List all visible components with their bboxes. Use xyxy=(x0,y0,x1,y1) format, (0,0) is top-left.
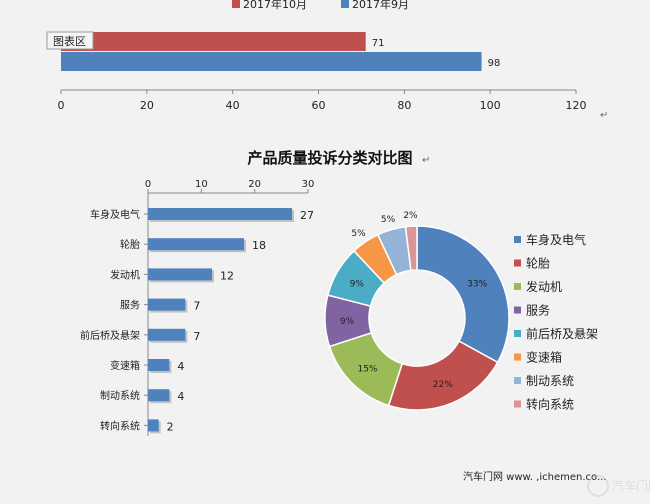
legend-label-6: 制动系统 xyxy=(526,374,574,388)
x-tick-label-0: 0 xyxy=(145,179,151,190)
legend-swatch-2 xyxy=(514,283,521,290)
slice-label-7: 2% xyxy=(403,211,418,221)
legend-swatch-0 xyxy=(514,236,521,243)
legend-swatch-5 xyxy=(514,353,521,361)
legend-label-3: 服务 xyxy=(526,303,550,318)
complaint-donut-chart: 33% 22% 15% 9% 9% 5% 5% 2% 车身及电气轮胎发动机服务前后桥及悬架变速箱… xyxy=(324,211,598,412)
bar-4 xyxy=(148,328,186,341)
bar-0 xyxy=(148,208,292,220)
paragraph-mark: ↵ xyxy=(600,110,608,121)
legend-swatch-1 xyxy=(514,259,521,267)
category-label-2: 发动机 xyxy=(110,268,140,281)
bar-value-label-1: 98 xyxy=(488,58,501,69)
logo-text: 汽车门网 xyxy=(612,478,650,493)
legend-swatch-6 xyxy=(514,377,521,384)
bar-1 xyxy=(148,238,244,251)
chart-title: 产品质量投诉分类对比图 xyxy=(247,149,412,167)
bar-7 xyxy=(148,419,159,432)
bar-5 xyxy=(148,359,170,371)
legend-label-0: 车身及电气 xyxy=(526,232,586,247)
bar-value-label-7: 2 xyxy=(167,420,174,433)
x-tick-label-3: 30 xyxy=(302,179,315,190)
x-tick-label-2: 40 xyxy=(226,99,240,112)
bar-value-label-6: 4 xyxy=(177,390,184,403)
category-label-4: 前后桥及悬架 xyxy=(80,329,140,342)
slice-label-0: 33% xyxy=(467,279,487,289)
donut-slice-0 xyxy=(416,225,510,364)
x-tick-label-0: 0 xyxy=(58,99,65,112)
bar-0 xyxy=(61,32,366,51)
category-label-3: 服务 xyxy=(120,299,140,312)
bar-1 xyxy=(61,52,482,71)
legend-label-5: 变速箱 xyxy=(526,350,562,365)
slice-label-1: 22% xyxy=(433,380,453,390)
legend-label-4: 前后桥及悬架 xyxy=(526,326,598,341)
x-tick-label-5: 100 xyxy=(480,99,501,112)
x-tick-label-4: 80 xyxy=(397,99,411,112)
title-mark: ↵ xyxy=(422,155,430,166)
logo-watermark: 汽车门网 xyxy=(587,475,650,497)
x-tick-label-3: 60 xyxy=(312,99,326,112)
legend-label-1: 2017年9月 xyxy=(352,0,409,11)
legend-label-7: 转向系统 xyxy=(526,397,574,412)
bar-value-label-3: 7 xyxy=(193,300,200,313)
slice-label-3: 9% xyxy=(340,317,355,327)
category-label-7: 转向系统 xyxy=(100,419,140,432)
x-tick-label-1: 20 xyxy=(140,99,154,112)
footer-watermark: 汽车门网 www. ,ichemen.co... xyxy=(463,470,607,483)
legend-label-1: 轮胎 xyxy=(526,257,550,271)
legend-label-2: 发动机 xyxy=(526,279,562,294)
bar-value-label-0: 71 xyxy=(372,38,385,49)
bar-value-label-4: 7 xyxy=(193,330,200,343)
legend-swatch-7 xyxy=(514,400,521,408)
legend-swatch-0 xyxy=(232,0,240,8)
legend-swatch-1 xyxy=(341,0,349,8)
bar-value-label-5: 4 xyxy=(177,360,184,373)
donut-slice-7 xyxy=(404,225,418,272)
x-tick-label-6: 120 xyxy=(566,99,587,112)
x-tick-label-1: 10 xyxy=(195,179,208,190)
bar-6 xyxy=(148,389,170,402)
bar-value-label-1: 18 xyxy=(252,239,266,252)
chart-area-label: 图表区 xyxy=(53,34,86,48)
legend-swatch-4 xyxy=(514,330,521,337)
bar-value-label-0: 27 xyxy=(300,209,314,222)
category-label-6: 制动系统 xyxy=(100,389,140,402)
chart-area-label-box xyxy=(46,31,94,50)
footer: 汽车门网 www. ,ichemen.co... 汽车门网 xyxy=(463,470,650,497)
legend-label-0: 2017年10月 xyxy=(243,0,307,11)
category-label-1: 轮胎 xyxy=(120,238,140,251)
top-bar-chart: 2017年10月 2017年9月 71 98 图表区 0 20 40 60 80 100 120 ↵ xyxy=(46,0,608,121)
bar-value-label-2: 12 xyxy=(220,269,234,282)
category-label-0: 车身及电气 xyxy=(90,208,140,221)
bar-2 xyxy=(148,268,212,281)
x-tick-label-2: 20 xyxy=(248,179,261,190)
legend-swatch-3 xyxy=(514,306,521,314)
slice-label-4: 9% xyxy=(350,279,365,289)
bar-3 xyxy=(148,298,186,311)
slice-label-6: 5% xyxy=(381,215,396,225)
slice-label-5: 5% xyxy=(351,229,366,239)
slice-label-2: 15% xyxy=(357,364,377,374)
category-label-5: 变速箱 xyxy=(110,359,140,372)
